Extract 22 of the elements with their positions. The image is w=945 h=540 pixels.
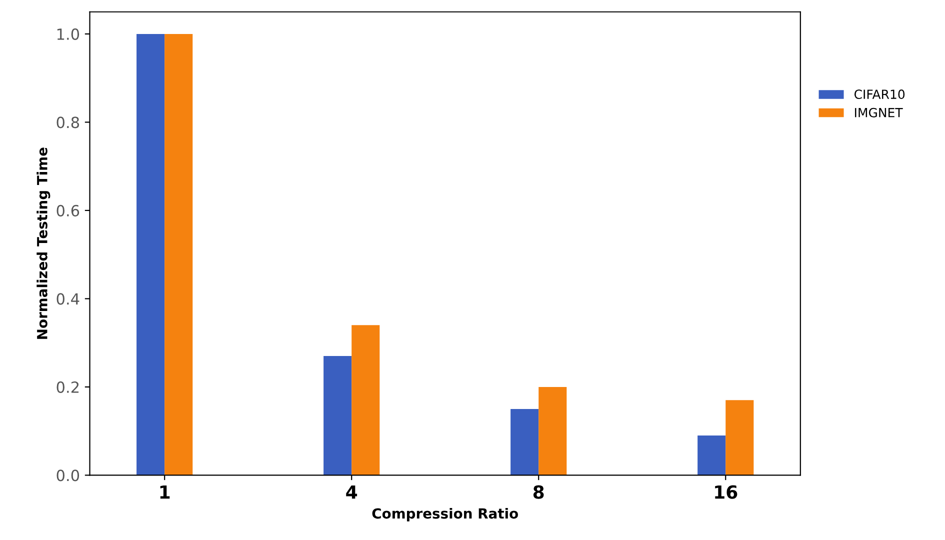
bar [510, 409, 539, 476]
x-tick-label: 4 [346, 485, 358, 499]
bar [538, 386, 567, 476]
x-tick-label: 1 [160, 485, 170, 499]
bar [352, 325, 380, 476]
bar [136, 34, 165, 476]
x-tick-label: 16 [715, 485, 738, 499]
y-tick-label: 0.8 [56, 116, 80, 128]
y-axis-title: Normalized Testing Time [36, 148, 50, 339]
y-tick-label: 1.0 [57, 28, 80, 40]
x-tick-label: 8 [533, 485, 544, 499]
bar [324, 356, 352, 476]
y-tick-label: 0.6 [56, 204, 80, 216]
bar [164, 34, 193, 476]
legend-label: CIFAR10 [854, 90, 905, 99]
x-axis-title: Compression Ratio [372, 508, 518, 522]
bar [698, 435, 726, 476]
y-tick-label: 0.2 [56, 381, 79, 393]
legend-label: IMGNET [855, 108, 903, 118]
y-tick-label: 0.4 [56, 293, 80, 305]
bar [726, 400, 754, 476]
y-tick-label: 0.0 [56, 470, 80, 482]
